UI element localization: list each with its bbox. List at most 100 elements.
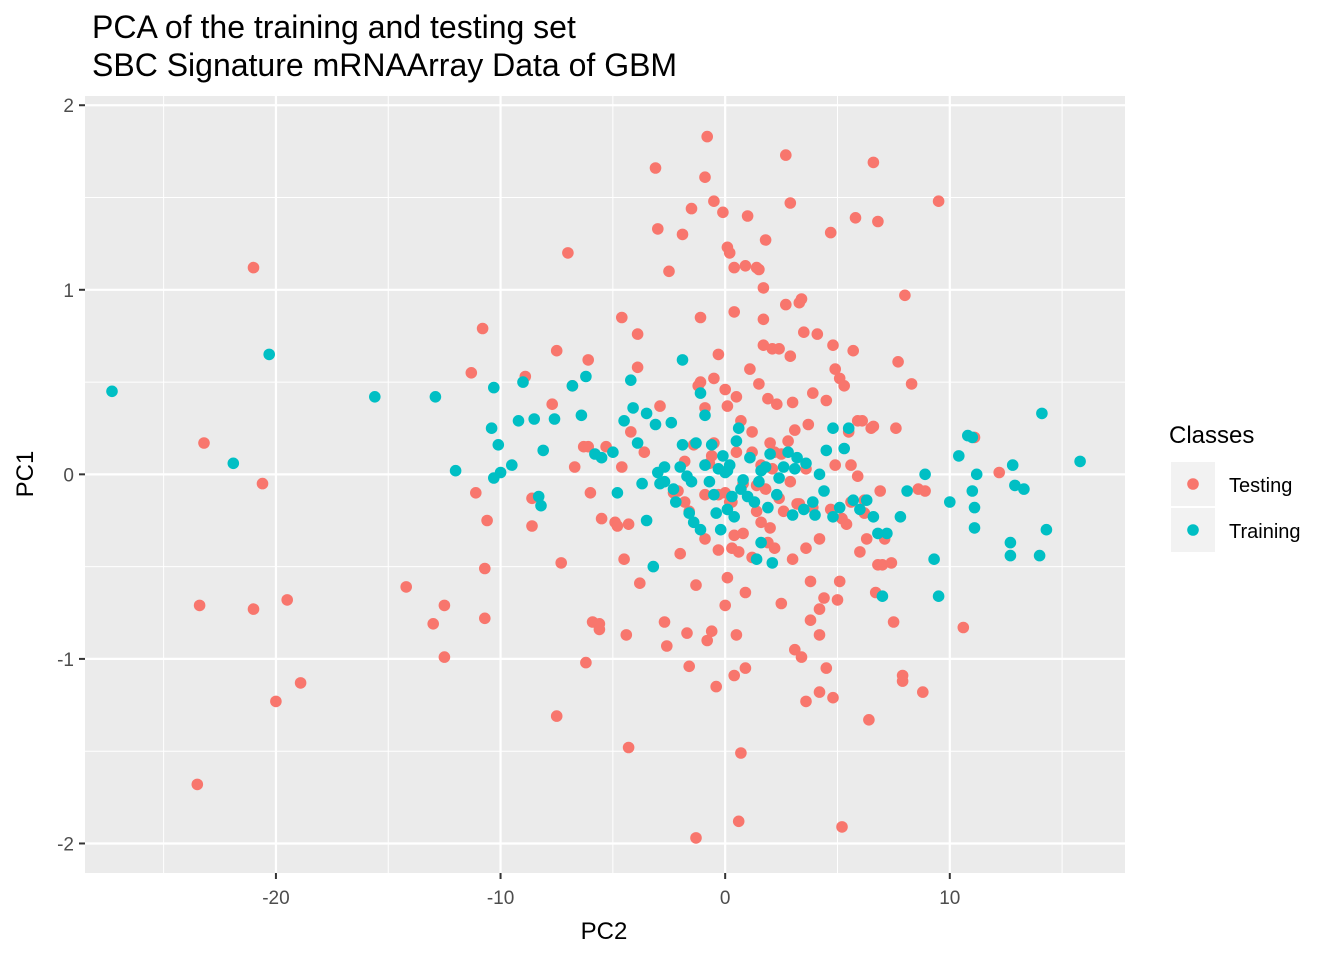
data-point-training [535,499,547,512]
data-point-testing [800,695,812,708]
major-gridlines [85,96,1125,873]
data-point-testing [887,616,900,628]
x-axis-title: PC2 [581,918,628,945]
data-point-testing [701,130,713,143]
data-point-training [766,557,779,569]
data-point-testing [750,505,763,518]
data-point-training [683,507,695,519]
data-point-testing [728,306,740,318]
data-point-testing [872,215,884,228]
data-point-testing [813,686,826,698]
data-point-testing [867,156,880,169]
legend-swatch [1187,524,1199,536]
data-point-testing [786,553,799,565]
data-point-training [649,418,662,431]
data-point-testing [789,643,801,656]
data-point-training [771,488,783,501]
data-point-training [595,451,608,464]
data-point-testing [993,466,1005,479]
data-point-training [737,474,749,486]
data-point-testing [730,391,743,403]
data-point-testing [550,710,563,722]
y-tick-label: 2 [63,96,74,117]
data-point-testing [845,459,857,471]
data-point-training [676,439,689,451]
data-point-testing [746,426,758,438]
data-point-training [1018,483,1030,495]
data-point-testing [701,634,713,647]
data-point-testing [649,162,662,174]
legend-items: Testing Training [1171,462,1301,552]
data-point-testing [759,234,772,246]
data-point-testing [755,516,767,529]
data-point-training [1004,549,1017,562]
data-point-testing [780,298,792,311]
data-point-testing [654,400,666,412]
data-point-testing [526,520,538,532]
data-point-testing [784,197,797,209]
data-point-training [847,494,859,507]
data-point-testing [831,594,844,606]
data-point-testing [719,599,731,612]
data-point-testing [753,263,765,276]
data-point-testing [256,477,269,490]
data-point-training [800,457,812,470]
minor-gridlines [85,96,1125,873]
data-point-training [838,442,850,455]
data-point-testing [652,223,664,235]
data-point-testing [555,557,567,569]
data-point-training [512,415,525,427]
data-point-testing [795,293,808,305]
data-point-testing [193,599,206,612]
data-point-training [1004,536,1017,549]
data-point-testing [661,640,673,652]
data-point-testing [723,247,736,259]
data-point-training [714,523,727,536]
data-point-training [748,496,761,508]
data-point-training [690,437,702,449]
data-point-testing [476,322,489,335]
data-point-testing [957,621,970,634]
data-point-training [548,413,561,425]
data-point-testing [860,533,873,545]
data-point-training [919,468,931,481]
data-point-testing [811,328,824,340]
data-point-training [537,444,549,457]
data-point-training [1009,479,1021,492]
data-point-training [842,422,855,435]
data-point-testing [741,210,754,222]
data-point-testing [676,228,689,241]
data-point-training [762,501,774,514]
data-point-training [809,509,821,521]
data-point-training [625,374,637,387]
data-point-training [488,381,500,394]
data-point-testing [768,542,781,554]
legend-item-training: Training [1171,508,1301,552]
data-point-testing [550,344,563,357]
legend-label: Training [1229,521,1301,543]
data-point-training [726,490,738,503]
data-point-testing [198,437,210,449]
y-tick-label: 0 [63,465,74,486]
y-tick-label: -2 [57,834,74,855]
data-point-testing [856,415,868,427]
data-point-training [764,448,776,460]
data-point-testing [782,435,794,447]
data-point-training [872,527,884,540]
data-point-testing [694,376,707,388]
data-point-testing [813,603,826,615]
data-point-testing [663,265,675,278]
data-point-training [820,444,833,457]
data-point-testing [739,586,752,599]
data-point-training [953,450,965,462]
data-point-training [575,409,588,422]
data-point-training [881,527,893,540]
data-point-testing [854,546,866,558]
data-point-testing [728,261,740,274]
data-point-testing [780,149,792,161]
data-point-training [670,496,682,508]
data-point-training [674,461,686,473]
data-point-testing [833,575,846,588]
data-point-training [833,501,846,514]
data-point-testing [919,485,931,497]
